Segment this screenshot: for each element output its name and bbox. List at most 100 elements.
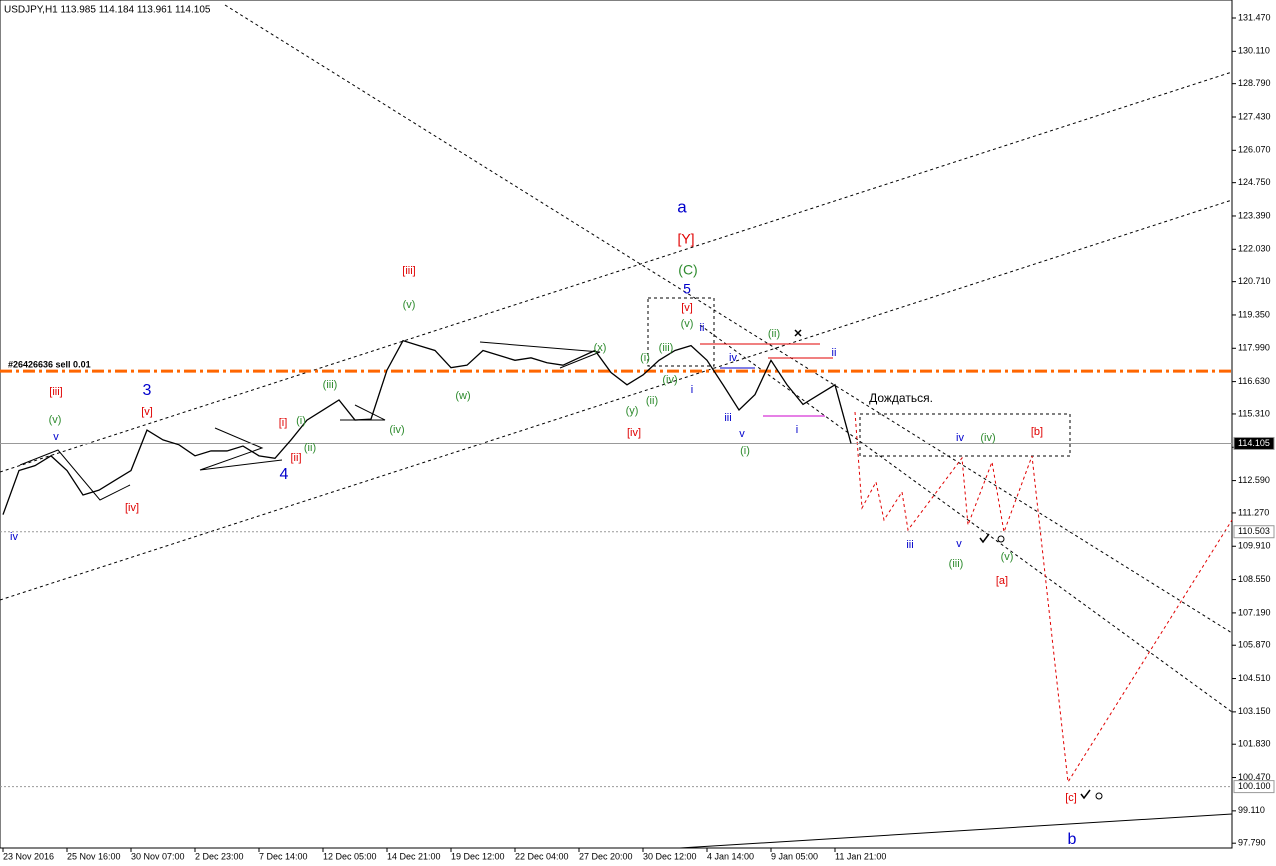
wave-label: (x)	[594, 342, 607, 354]
wave-label: v	[53, 431, 59, 443]
wave-label: (ii)	[646, 395, 658, 407]
y-tick-label: 105.870	[1238, 640, 1271, 650]
x-tick-label: 11 Jan 21:00	[835, 851, 886, 861]
wave-label: (iv)	[662, 374, 677, 386]
wave-label: (v)	[49, 414, 62, 426]
projection	[854, 411, 1233, 784]
y-tick-label: 128.790	[1238, 78, 1271, 88]
price-box	[1233, 525, 1275, 539]
wave-label: (v)	[681, 318, 694, 330]
check-icon	[1080, 789, 1091, 800]
x-tick-label: 30 Nov 07:00	[131, 851, 185, 861]
wave-label: ii	[700, 322, 705, 334]
order-label: #26426636 sell 0.01	[8, 359, 91, 369]
wave-label: (iv)	[389, 424, 404, 436]
y-tick-label: 109.910	[1238, 541, 1271, 551]
wave-label: [Y]	[677, 231, 694, 247]
wave-label: iv	[10, 531, 18, 543]
y-tick-label: 119.350	[1238, 309, 1270, 319]
check-icon	[979, 533, 990, 544]
y-tick-label: 127.430	[1238, 111, 1271, 121]
wave-label: i	[796, 424, 798, 436]
x-tick-label: 30 Dec 12:00	[643, 851, 697, 861]
y-tick-label: 122.030	[1238, 244, 1271, 254]
wave-label: [i]	[279, 417, 288, 429]
wave-label: (i)	[296, 415, 306, 427]
wave-label: (w)	[455, 390, 470, 402]
triangle	[19, 449, 131, 501]
x-tick-label: 19 Dec 12:00	[451, 851, 505, 861]
y-tick-label: 130.110	[1238, 46, 1270, 56]
cross-icon	[794, 329, 802, 337]
box	[859, 413, 1071, 457]
wave-label: [v]	[141, 406, 153, 418]
trend-lines	[0, 4, 1233, 849]
x-tick-label: 4 Jan 14:00	[707, 851, 754, 861]
price-line-series	[2, 339, 852, 515]
y-tick-label: 103.150	[1238, 706, 1271, 716]
x-tick-label: 12 Dec 05:00	[323, 851, 377, 861]
wave-label: 3	[143, 382, 152, 399]
wave-label: iv	[956, 432, 964, 444]
triangle	[479, 341, 601, 369]
y-tick-label: 112.590	[1238, 475, 1270, 485]
wave-label: (v)	[403, 299, 416, 311]
wave-label: (iv)	[980, 432, 995, 444]
support-line	[679, 813, 1233, 849]
wave-label: [ii]	[291, 452, 302, 464]
wave-label: [c]	[1065, 792, 1077, 804]
y-tick-label: 123.390	[1238, 210, 1271, 220]
wave-label: 4	[280, 466, 289, 483]
y-tick-label: 97.790	[1238, 838, 1266, 848]
wave-label: ii	[832, 347, 837, 359]
y-tick-label: 111.270	[1238, 507, 1269, 517]
y-tick-label: 131.470	[1238, 12, 1271, 22]
wave-label: i	[691, 384, 693, 396]
wave-label: (i)	[640, 352, 650, 364]
x-tick-label: 9 Jan 05:00	[771, 851, 818, 861]
x-tick-label: 14 Dec 21:00	[387, 851, 441, 861]
x-tick-label: 2 Dec 23:00	[195, 851, 244, 861]
triangle	[199, 427, 283, 471]
wave-label: (y)	[626, 405, 639, 417]
y-tick-label: 115.310	[1238, 408, 1270, 418]
y-tick-label: 124.750	[1238, 177, 1271, 187]
price-box	[1233, 436, 1275, 450]
wave-label: (iii)	[659, 342, 674, 354]
chart-title: USDJPY,H1 113.985 114.184 113.961 114.10…	[4, 5, 211, 16]
wave-label: [iv]	[627, 427, 641, 439]
wave-label: (i)	[740, 445, 750, 457]
wave-label: (ii)	[304, 442, 316, 454]
y-tick-label: 116.630	[1238, 376, 1270, 386]
wave-label: [v]	[681, 302, 693, 314]
price-label: 110.503	[1238, 526, 1270, 536]
wave-label: v	[956, 538, 962, 550]
icon	[997, 535, 1005, 543]
x-tick-label: 7 Dec 14:00	[259, 851, 308, 861]
wave-label: (v)	[1001, 551, 1014, 563]
price-label: 114.105	[1238, 438, 1270, 448]
y-tick-label: 99.110	[1238, 805, 1265, 815]
wave-label: (C)	[678, 262, 697, 278]
plot-area	[0, 0, 1233, 849]
wave-label: iv	[729, 352, 737, 364]
box	[647, 297, 715, 367]
wave-label: [iii]	[49, 386, 62, 398]
x-tick-label: 27 Dec 20:00	[579, 851, 633, 861]
wave-label: Дождаться.	[869, 391, 933, 405]
wave-label: (iii)	[323, 379, 338, 391]
y-tick-label: 120.710	[1238, 276, 1271, 286]
wave-label: [iii]	[402, 265, 415, 277]
y-tick-label: 126.070	[1238, 145, 1271, 155]
wave-label: [a]	[996, 575, 1008, 587]
wave-label: b	[1068, 831, 1077, 848]
wave-label: [b]	[1031, 426, 1043, 438]
price-label: 100.100	[1238, 781, 1271, 791]
wave-label: (ii)	[768, 328, 780, 340]
x-tick-label: 22 Dec 04:00	[515, 851, 569, 861]
price-box	[1233, 780, 1275, 794]
y-tick-label: 101.830	[1238, 739, 1271, 749]
y-tick-label: 108.550	[1238, 574, 1271, 584]
